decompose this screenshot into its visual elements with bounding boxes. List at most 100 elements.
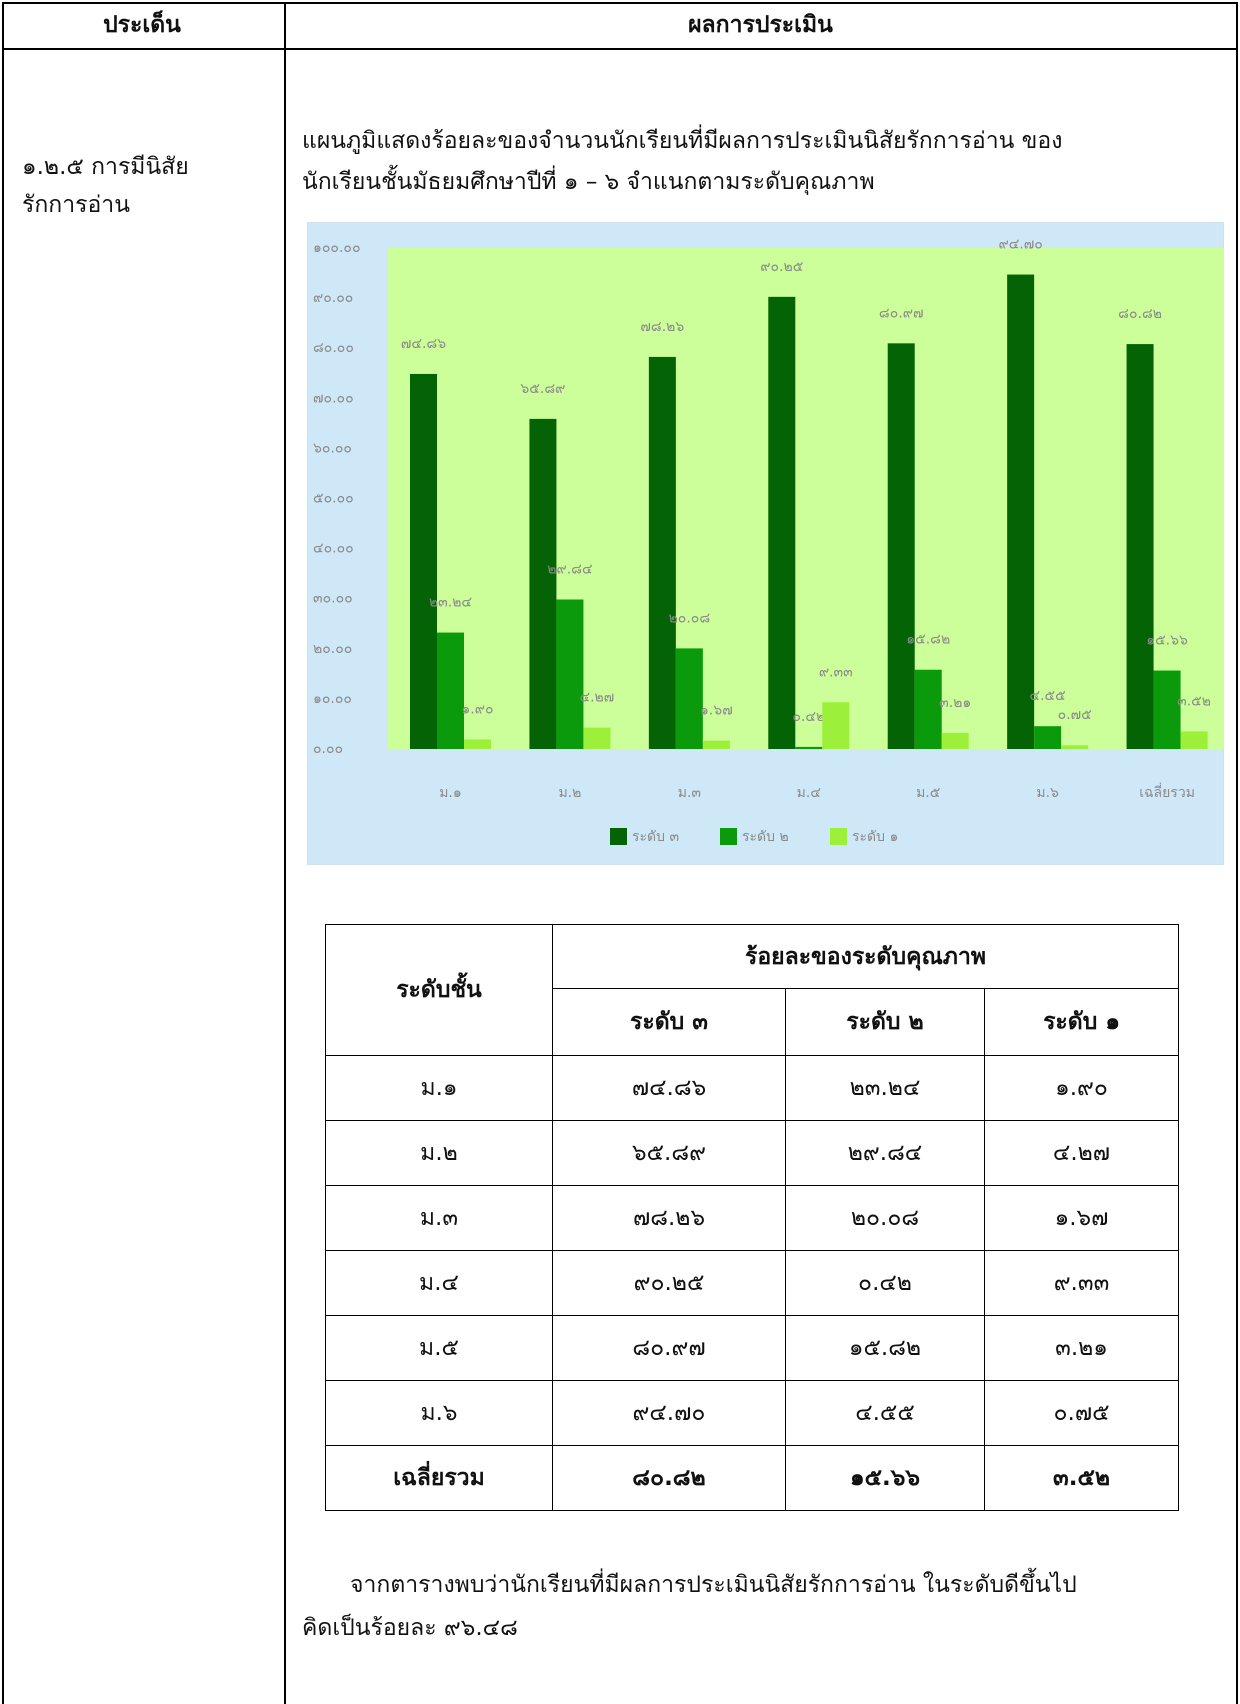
table-cell: ม.๔	[325, 1250, 553, 1316]
table-cell: ๓.๒๑	[984, 1315, 1179, 1381]
x-tick-label: เฉลี่ยรวม	[1139, 783, 1195, 801]
bar	[675, 648, 703, 749]
x-tick-label: ม.๑	[439, 785, 462, 801]
table-cell: ๙๔.๗๐	[552, 1380, 786, 1446]
table-cell: ๑.๙๐	[984, 1055, 1179, 1121]
data-table: ระดับชั้น ร้อยละของระดับคุณภาพ ระดับ ๓ ร…	[325, 924, 1179, 1511]
table-cell: ๑๕.๖๖	[785, 1445, 985, 1511]
bar	[795, 746, 823, 749]
data-label: ๒๓.๒๔	[429, 595, 472, 611]
data-label: ๑๕.๘๒	[906, 632, 950, 648]
bar	[648, 356, 676, 749]
bar	[1153, 670, 1181, 749]
legend-label: ระดับ ๓	[632, 829, 679, 845]
table-cell: ม.๑	[325, 1055, 553, 1121]
header-cell: ผลการประเมิน	[688, 12, 833, 38]
bar	[1061, 745, 1089, 749]
data-label: ๗๘.๒๖	[640, 319, 684, 335]
table-row: ม.๓ ๗๘.๒๖ ๒๐.๐๘ ๑.๖๗	[325, 1185, 1179, 1251]
y-tick-label: ๐.๐๐	[313, 741, 343, 757]
table-cell: เฉลี่ยรวม	[325, 1445, 553, 1511]
table-row: ม.๔ ๙๐.๒๕ ๐.๔๒ ๙.๓๓	[325, 1250, 1179, 1316]
legend-swatch	[830, 828, 847, 845]
data-label: ๘๐.๙๗	[879, 305, 924, 321]
data-label: ๓.๕๒	[1177, 693, 1211, 709]
y-tick-label: ๔๐.๐๐	[313, 541, 354, 557]
table-row: ม.๕ ๘๐.๙๗ ๑๕.๘๒ ๓.๒๑	[325, 1315, 1179, 1381]
border	[284, 2, 286, 1704]
table-cell: ๐.๗๕	[984, 1380, 1179, 1446]
data-label: ๒๙.๘๔	[547, 562, 592, 578]
header-cell: ประเด็น	[103, 12, 181, 38]
bar	[529, 418, 557, 749]
table-cell: ๒๐.๐๘	[785, 1185, 985, 1251]
table-header: ระดับ ๒	[785, 988, 985, 1056]
x-tick-label: ม.๖	[1036, 785, 1059, 801]
y-tick-label: ๙๐.๐๐	[313, 290, 353, 306]
bar	[768, 296, 796, 749]
x-tick-label: ม.๕	[916, 785, 940, 801]
legend-label: ระดับ ๑	[852, 829, 898, 845]
bar	[1034, 726, 1062, 749]
bar	[941, 732, 969, 749]
table-cell: ๘๐.๙๗	[552, 1315, 786, 1381]
table-row: ม.๖ ๙๔.๗๐ ๔.๕๕ ๐.๗๕	[325, 1380, 1179, 1446]
bar	[437, 632, 464, 749]
data-label: ๑๕.๖๖	[1146, 633, 1188, 649]
x-tick-label: ม.๔	[797, 785, 821, 801]
y-tick-label: ๓๐.๐๐	[313, 591, 353, 607]
table-cell: ๖๕.๘๙	[552, 1120, 786, 1186]
table-cell: ม.๖	[325, 1380, 553, 1446]
legend-label: ระดับ ๒	[742, 829, 789, 845]
y-tick-label: ๗๐.๐๐	[313, 390, 354, 406]
bar	[410, 373, 437, 749]
table-header: ร้อยละของระดับคุณภาพ	[552, 924, 1179, 989]
plot-area	[388, 248, 1224, 749]
data-label: ๗๔.๘๖	[401, 336, 446, 352]
data-label: ๖๕.๘๙	[520, 381, 565, 397]
table-header: ระดับ ๓	[552, 988, 786, 1056]
data-label: ๙๔.๗๐	[998, 237, 1042, 253]
bar	[702, 740, 730, 749]
table-cell: ๑๕.๘๒	[785, 1315, 985, 1381]
bar	[556, 599, 584, 749]
paragraph: แผนภูมิแสดงร้อยละของจำนวนนักเรียนที่มีผล…	[302, 128, 1063, 154]
bar	[1180, 731, 1208, 749]
bar	[1007, 274, 1035, 749]
data-label: ๐.๔๒	[792, 709, 825, 725]
table-cell: ๘๐.๘๒	[552, 1445, 786, 1511]
data-label: ๔.๒๗	[580, 690, 615, 706]
y-tick-label: ๘๐.๐๐	[313, 340, 354, 356]
paragraph: จากตารางพบว่านักเรียนที่มีผลการประเมินนิ…	[350, 1572, 1077, 1598]
table-row: ม.๒ ๖๕.๘๙ ๒๙.๘๔ ๔.๒๗	[325, 1120, 1179, 1186]
border	[2, 2, 4, 1704]
paragraph: นักเรียนชั้นมัธยมศึกษาปีที่ ๑ – ๖ จำแนกต…	[302, 169, 875, 195]
data-label: ๑.๖๗	[700, 703, 733, 719]
table-cell: ๙๐.๒๕	[552, 1250, 786, 1316]
table-header: ระดับ ๑	[984, 988, 1179, 1056]
bar	[464, 739, 491, 749]
table-row: เฉลี่ยรวม ๘๐.๘๒ ๑๕.๖๖ ๓.๕๒	[325, 1445, 1179, 1511]
y-tick-label: ๖๐.๐๐	[313, 440, 352, 456]
x-tick-label: ม.๓	[678, 785, 701, 801]
table-cell: ๗๔.๘๖	[552, 1055, 786, 1121]
topic: รักการอ่าน	[22, 192, 130, 218]
table-cell: ม.๒	[325, 1120, 553, 1186]
border	[1236, 2, 1238, 1704]
y-tick-label: ๕๐.๐๐	[313, 491, 354, 507]
bar	[583, 727, 611, 749]
data-label: ๔.๕๕	[1030, 688, 1066, 704]
table-cell: ๒๓.๒๔	[785, 1055, 985, 1121]
legend-swatch	[610, 828, 627, 845]
paragraph: คิดเป็นร้อยละ ๙๖.๔๘	[302, 1615, 518, 1641]
table-cell: ๔.๒๗	[984, 1120, 1179, 1186]
bar	[822, 702, 850, 749]
y-tick-label: ๒๐.๐๐	[313, 641, 352, 657]
data-label: ๙๐.๒๕	[760, 259, 803, 275]
y-tick-label: ๑๐.๐๐	[313, 691, 352, 707]
bar	[887, 343, 915, 749]
bar	[1126, 344, 1154, 749]
data-label: ๒๐.๐๘	[669, 610, 711, 626]
bar	[914, 669, 942, 749]
